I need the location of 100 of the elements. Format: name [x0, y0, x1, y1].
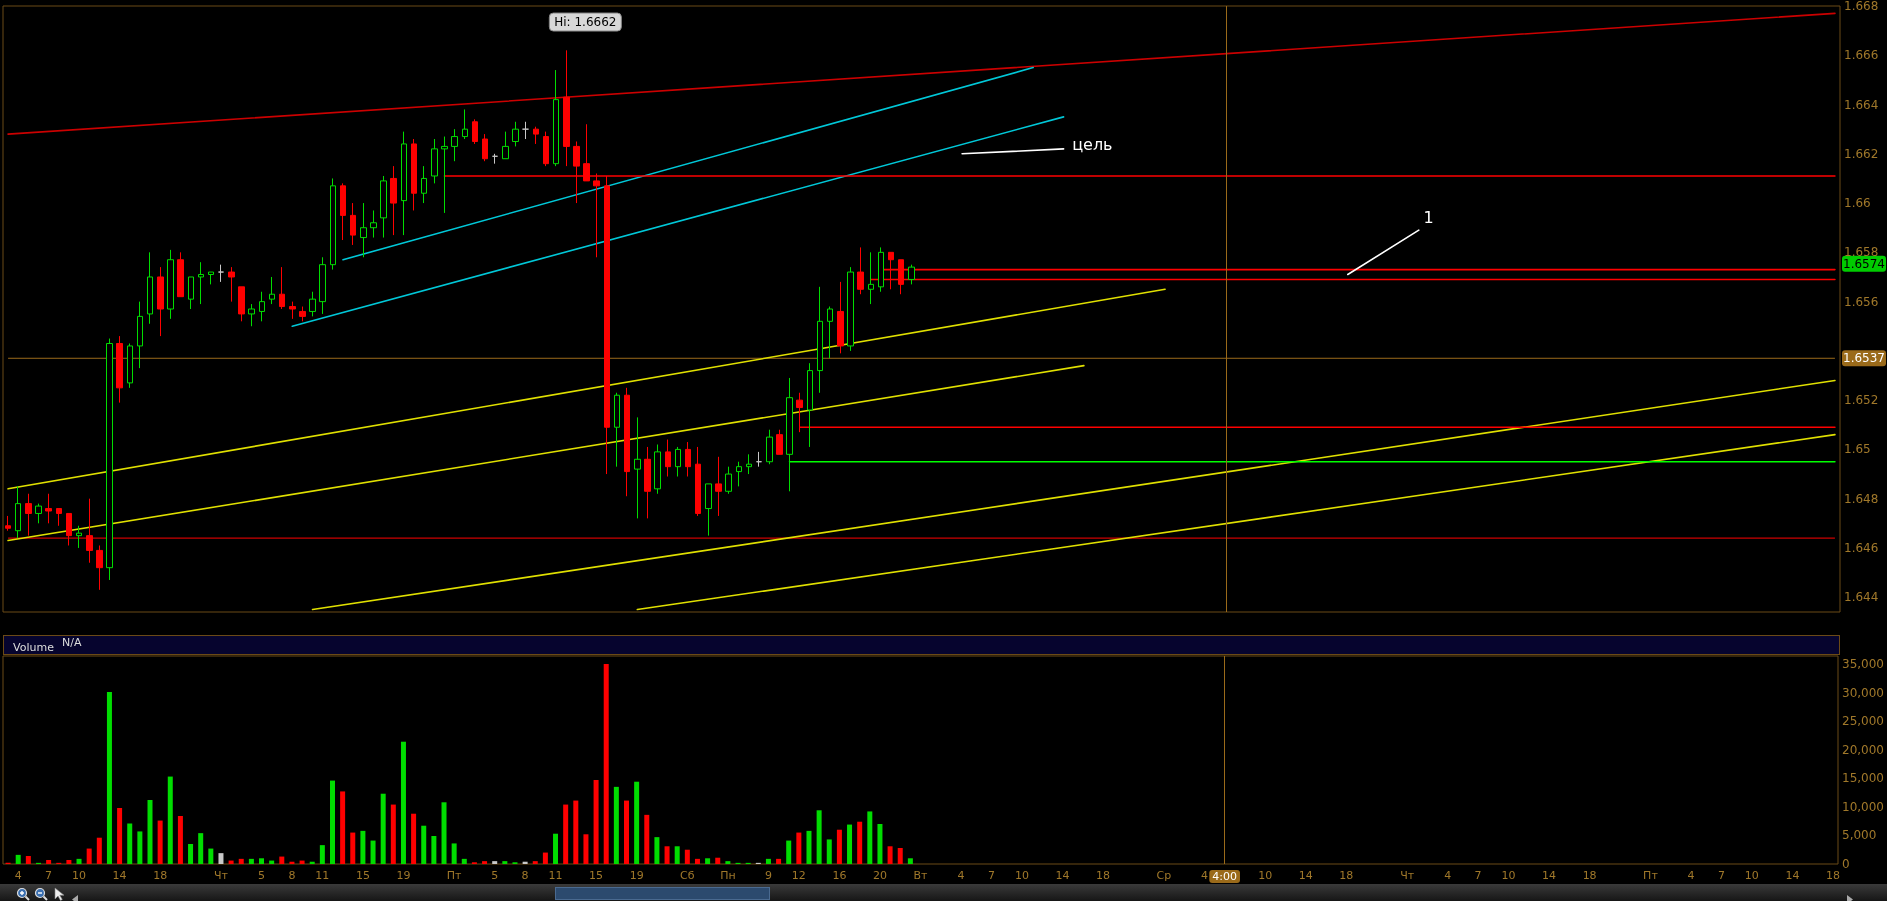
y-tick-label: 1.656 — [1844, 294, 1879, 309]
bar — [46, 860, 52, 864]
bar — [279, 856, 285, 864]
bar — [482, 861, 488, 864]
candlestick — [350, 202, 356, 246]
candlestick — [330, 177, 336, 271]
candlestick — [248, 303, 255, 327]
candlestick — [736, 461, 742, 487]
x-tick-label: Ср — [1156, 869, 1172, 882]
x-tick-label: Пн — [720, 869, 736, 882]
y-tick-label: 1.668 — [1844, 0, 1879, 13]
x-tick-label: 7 — [45, 869, 53, 882]
bar — [188, 844, 194, 864]
candlestick — [401, 131, 407, 236]
annotation: Hi: 1.6662 — [554, 15, 617, 30]
bar — [25, 856, 31, 864]
bar — [613, 786, 619, 864]
bar — [96, 837, 102, 864]
candlestick — [665, 439, 671, 478]
bar — [167, 776, 173, 864]
bar — [806, 830, 812, 864]
x-tick-label: 7 — [1717, 869, 1725, 882]
x-tick-label: 10 — [72, 869, 87, 882]
chart-title: Volume — [13, 641, 55, 654]
candlestick — [827, 306, 833, 359]
bar — [715, 857, 721, 864]
candlestick — [259, 291, 265, 322]
candlestick — [360, 202, 367, 258]
bar — [66, 860, 72, 864]
x-tick-label: 4 — [1444, 869, 1452, 882]
candlestick — [786, 377, 793, 492]
x-tick-label: 4 — [1687, 869, 1695, 882]
candlestick — [756, 451, 762, 468]
bar — [867, 811, 873, 864]
bar — [573, 800, 579, 864]
bar — [106, 692, 112, 864]
bar — [157, 820, 163, 864]
x-tick-label: 8 — [288, 869, 296, 882]
x-tick-label: 14 — [1542, 869, 1557, 882]
bar — [451, 843, 457, 864]
candlestick — [127, 342, 133, 389]
candlestick — [76, 525, 82, 549]
candlestick — [45, 493, 52, 524]
bar — [583, 834, 589, 864]
candlestick — [868, 251, 874, 305]
candlestick — [411, 138, 417, 211]
x-tick-label: 18 — [1095, 869, 1110, 882]
annotation: цель — [1072, 134, 1113, 154]
candlestick — [177, 251, 184, 298]
bar — [117, 808, 123, 864]
bar — [441, 802, 447, 864]
candlestick — [269, 276, 275, 305]
candlestick — [390, 165, 397, 236]
x-tick-label: 19 — [396, 869, 411, 882]
x-tick-label: Пт — [446, 869, 463, 882]
candlestick — [654, 443, 661, 495]
bar — [411, 813, 417, 864]
bar — [725, 861, 731, 864]
candlestick — [167, 249, 174, 320]
bar — [259, 858, 265, 864]
x-tick-label: 16 — [832, 869, 847, 882]
y-tick-label: 10,000 — [1842, 799, 1885, 814]
candlestick — [116, 335, 123, 404]
candlestick — [228, 266, 235, 303]
bar — [684, 849, 690, 864]
bar — [776, 858, 782, 864]
bar — [624, 800, 629, 864]
candlestick — [695, 446, 701, 517]
candlestick — [482, 133, 488, 162]
bar — [147, 800, 153, 864]
candlestick — [776, 429, 783, 455]
annotation: 1 — [1423, 207, 1434, 227]
y-tick-label: 15,000 — [1842, 771, 1885, 786]
candlestick — [35, 503, 42, 524]
bar — [319, 845, 325, 864]
x-tick-label: 18 — [1825, 869, 1840, 882]
bar — [532, 861, 538, 864]
candlestick — [766, 429, 773, 465]
bar — [593, 780, 599, 864]
x-tick-label: 12 — [791, 869, 806, 882]
candlestick — [472, 118, 478, 145]
text: 1.6574 — [1843, 256, 1885, 271]
bar — [15, 854, 21, 864]
x-tick-label: Чт — [1400, 869, 1415, 882]
candlestick — [857, 246, 864, 295]
bar — [877, 824, 883, 864]
x-tick-label: 10 — [1501, 869, 1516, 882]
bar — [644, 814, 650, 864]
candlestick — [634, 416, 641, 519]
y-tick-label: 1.666 — [1844, 48, 1879, 63]
candlestick — [289, 301, 296, 320]
x-tick-label: 5 — [258, 869, 266, 882]
bar — [370, 840, 376, 864]
candlestick — [370, 209, 377, 239]
candlestick — [319, 256, 326, 315]
bar — [674, 846, 680, 864]
x-tick-label: 4 — [957, 869, 965, 882]
x-tick-label: 20 — [872, 869, 887, 882]
x-tick-label: 4 — [1200, 869, 1208, 882]
bar — [897, 848, 903, 864]
